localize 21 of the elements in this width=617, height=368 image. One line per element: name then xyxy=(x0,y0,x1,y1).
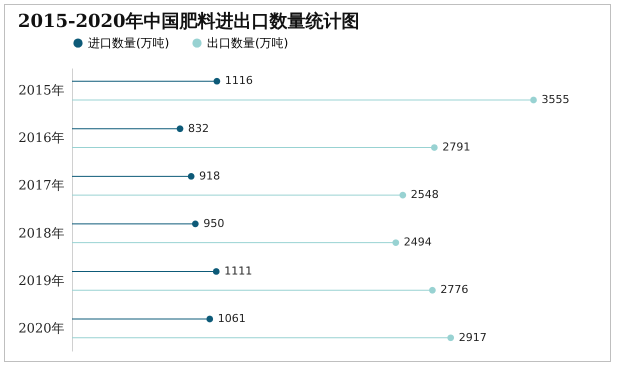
legend-label: 出口数量(万吨) xyxy=(207,36,288,50)
y-tick-label: 2017年 xyxy=(18,178,64,194)
data-label: 918 xyxy=(199,169,220,182)
legend-label: 进口数量(万吨) xyxy=(88,36,170,50)
data-label: 1061 xyxy=(218,312,246,326)
data-label: 2548 xyxy=(410,188,439,202)
data-label: 2494 xyxy=(404,236,432,249)
chart-title: 2015-2020年中国肥料进出口数量统计图 xyxy=(18,11,360,32)
data-label: 1111 xyxy=(224,264,252,278)
y-tick-label: 2019年 xyxy=(18,274,64,289)
data-label: 950 xyxy=(203,216,224,230)
data-label: 832 xyxy=(188,122,210,135)
data-label: 3555 xyxy=(542,92,570,106)
y-tick-label: 2015年 xyxy=(18,84,64,99)
data-label: 2917 xyxy=(458,330,487,344)
data-label: 2791 xyxy=(442,140,470,154)
data-label: 2776 xyxy=(440,283,468,296)
y-tick-label: 2016年 xyxy=(18,131,64,146)
y-tick-label: 2020年 xyxy=(18,321,64,336)
y-tick-label: 2018年 xyxy=(18,226,64,242)
data-label: 1116 xyxy=(224,74,253,88)
